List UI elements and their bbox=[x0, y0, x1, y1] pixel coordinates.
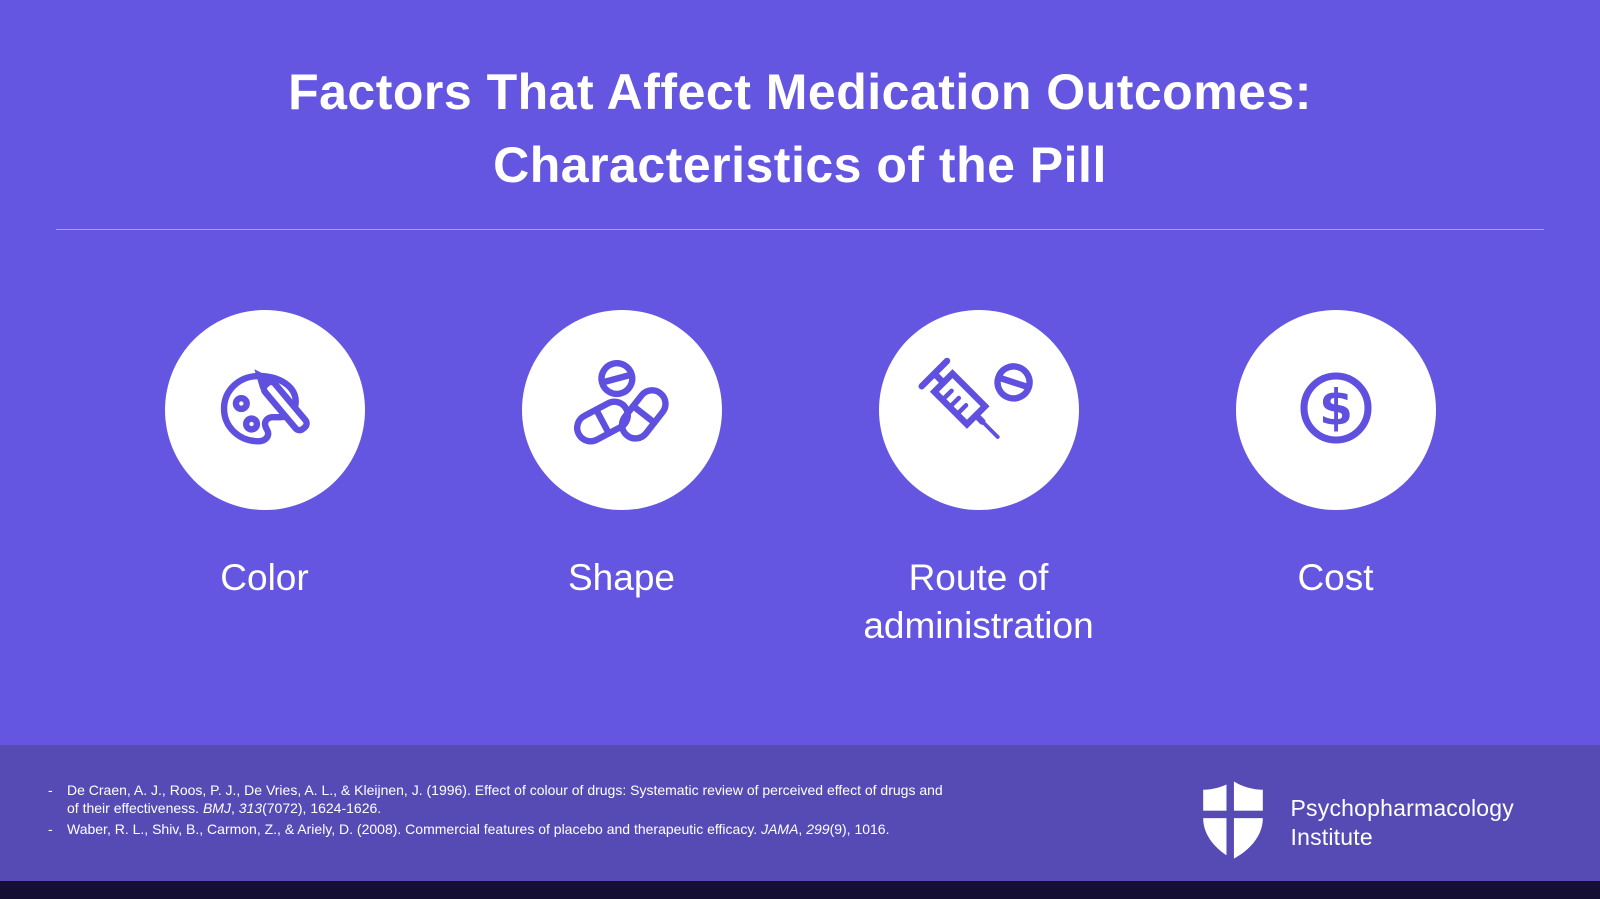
reference-bullet: - bbox=[48, 782, 53, 798]
title-divider bbox=[56, 229, 1544, 230]
slide-body: Factors That Affect Medication Outcomes:… bbox=[0, 0, 1600, 650]
page-title-line1: Factors That Affect Medication Outcomes: bbox=[288, 64, 1312, 120]
factor-cost-circle: $ bbox=[1235, 310, 1436, 510]
factor-cost-label: Cost bbox=[1297, 557, 1374, 598]
references-list: - De Craen, A. J., Roos, P. J., De Vries,… bbox=[48, 781, 948, 842]
bottom-strip bbox=[0, 881, 1600, 899]
factor-color: Color bbox=[86, 310, 443, 650]
factor-shape-label: Shape bbox=[568, 557, 675, 598]
palette-icon bbox=[201, 344, 329, 477]
factor-color-circle bbox=[164, 310, 365, 510]
factor-shape-circle bbox=[521, 310, 722, 510]
reference-item: - Waber, R. L., Shiv, B., Carmon, Z., & A… bbox=[48, 820, 948, 838]
dollar-coin-icon: $ bbox=[1272, 344, 1400, 477]
brand: Psychopharmacology Institute bbox=[1195, 779, 1515, 866]
factor-color-label: Color bbox=[220, 557, 309, 598]
brand-name-line2: Institute bbox=[1290, 823, 1373, 850]
reference-text: Waber, R. L., Shiv, B., Carmon, Z., & Ar… bbox=[67, 821, 890, 838]
factors-row: Color bbox=[0, 310, 1600, 650]
page-title-line2: Characteristics of the Pill bbox=[493, 137, 1107, 193]
brand-name-line1: Psychopharmacology bbox=[1290, 794, 1514, 821]
factor-route-circle bbox=[878, 310, 1079, 510]
svg-text:$: $ bbox=[1319, 380, 1353, 436]
shield-logo-icon bbox=[1195, 779, 1271, 866]
factor-shape: Shape bbox=[443, 310, 800, 650]
reference-text: De Craen, A. J., Roos, P. J., De Vries, … bbox=[67, 782, 943, 817]
factor-route-label: Route of administration bbox=[863, 557, 1094, 647]
factor-route: Route of administration bbox=[800, 310, 1157, 650]
syringe-icon bbox=[915, 344, 1043, 477]
reference-item: - De Craen, A. J., Roos, P. J., De Vries,… bbox=[48, 781, 948, 817]
page-title: Factors That Affect Medication Outcomes:… bbox=[0, 0, 1600, 202]
reference-bullet: - bbox=[48, 821, 53, 838]
brand-name: Psychopharmacology Institute bbox=[1291, 794, 1515, 852]
pills-icon bbox=[558, 344, 686, 477]
factor-cost: $ Cost bbox=[1157, 310, 1514, 650]
footer-bar: - De Craen, A. J., Roos, P. J., De Vries,… bbox=[0, 745, 1600, 881]
